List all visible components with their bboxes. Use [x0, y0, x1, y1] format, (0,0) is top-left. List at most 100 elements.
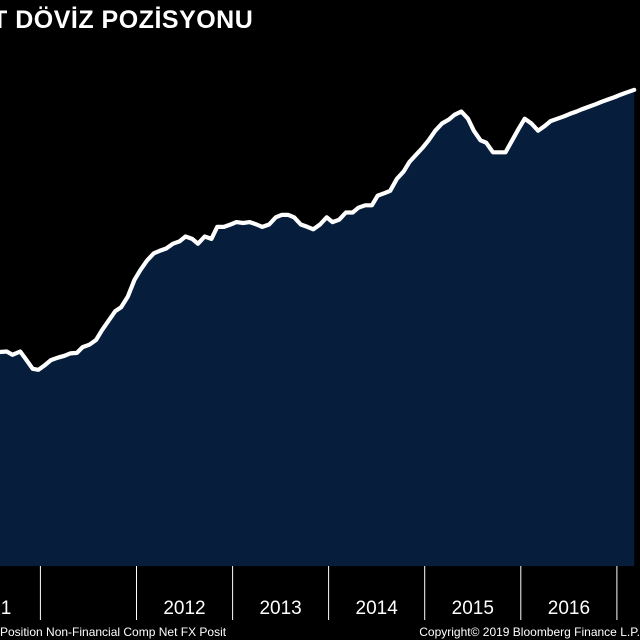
series-line — [0, 87, 637, 372]
x-tick-label: 2015 — [452, 598, 494, 619]
data-point — [81, 346, 84, 349]
data-point — [49, 359, 52, 362]
data-point — [146, 259, 149, 262]
data-point — [19, 350, 22, 353]
data-point — [178, 240, 181, 243]
data-point — [63, 354, 66, 357]
data-point — [203, 235, 206, 238]
data-point — [325, 216, 328, 219]
data-point — [370, 204, 373, 207]
data-point — [575, 110, 578, 113]
data-point — [357, 206, 360, 209]
data-point — [453, 113, 456, 116]
data-point — [268, 223, 271, 226]
data-point — [523, 117, 526, 120]
data-point — [549, 120, 552, 123]
data-point — [107, 319, 110, 322]
data-point — [261, 225, 264, 228]
plot-area — [0, 87, 637, 567]
data-point — [389, 189, 392, 192]
data-point — [556, 117, 559, 120]
data-point — [588, 105, 591, 108]
data-point — [619, 93, 622, 96]
data-point — [242, 222, 245, 225]
data-point — [614, 96, 617, 99]
data-point — [126, 295, 129, 298]
data-point — [319, 223, 322, 226]
data-point — [504, 151, 507, 154]
data-point — [287, 213, 290, 216]
data-point — [210, 237, 213, 240]
x-tick-label: 1 — [1, 598, 12, 619]
data-point — [498, 151, 501, 154]
data-point — [415, 153, 418, 156]
data-point — [158, 249, 161, 252]
data-point — [568, 112, 571, 115]
data-point — [434, 129, 437, 132]
chart-title: T DÖVİZ POZİSYONU — [0, 5, 253, 34]
data-point — [88, 343, 91, 346]
data-point — [581, 108, 584, 111]
x-axis-ticks — [39, 566, 618, 620]
data-point — [351, 211, 354, 214]
data-point — [100, 329, 103, 332]
data-point — [408, 161, 411, 164]
data-point — [383, 192, 386, 195]
data-point — [517, 127, 520, 130]
data-point — [299, 223, 302, 226]
x-axis-tick-labels: 1201220132014201520162017 — [1, 598, 590, 619]
x-tick-label: 2012 — [163, 598, 205, 619]
data-point — [344, 211, 347, 214]
data-point — [600, 100, 603, 103]
data-point — [172, 242, 175, 245]
data-point — [216, 225, 219, 228]
data-point — [44, 363, 47, 366]
data-point — [197, 242, 200, 245]
data-point — [293, 216, 296, 219]
data-point — [280, 213, 283, 216]
data-point — [331, 221, 334, 224]
x-tick-label: 2014 — [356, 598, 399, 619]
data-point — [222, 225, 225, 228]
data-point — [447, 118, 450, 121]
data-point — [5, 350, 8, 353]
data-point — [402, 170, 405, 173]
data-point — [95, 338, 98, 341]
data-point — [395, 177, 398, 180]
data-point — [69, 352, 72, 355]
data-point — [56, 356, 59, 359]
data-point — [479, 139, 482, 142]
data-point — [165, 247, 168, 250]
data-point — [537, 129, 540, 132]
data-point — [75, 351, 78, 354]
data-point — [306, 225, 309, 228]
data-point — [427, 139, 430, 142]
data-point — [139, 269, 142, 272]
data-point — [31, 367, 34, 370]
data-point — [563, 115, 566, 118]
data-point — [114, 310, 117, 313]
data-point — [152, 252, 155, 255]
data-point — [248, 221, 251, 224]
data-point — [626, 91, 629, 94]
data-point — [633, 88, 636, 91]
data-point — [460, 110, 463, 113]
data-point — [485, 141, 488, 144]
data-point — [312, 228, 315, 231]
data-point — [594, 103, 597, 106]
data-point — [492, 151, 495, 154]
data-point — [11, 353, 14, 356]
x-tick-label: 2016 — [548, 598, 590, 619]
data-point — [421, 146, 424, 149]
data-point — [120, 306, 123, 309]
x-tick-label: 2013 — [259, 598, 301, 619]
data-point — [191, 237, 194, 240]
data-point — [235, 221, 238, 224]
data-point — [274, 216, 277, 219]
data-point — [441, 122, 444, 125]
data-point — [511, 139, 514, 142]
data-point — [364, 204, 367, 207]
data-point — [472, 129, 475, 132]
